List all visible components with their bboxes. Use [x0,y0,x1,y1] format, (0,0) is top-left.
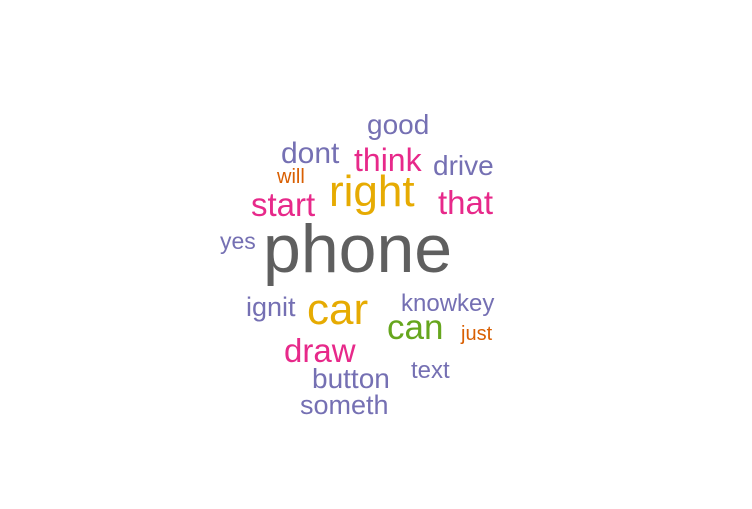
word-text: text [411,357,450,384]
word-draw: draw [284,332,356,369]
word-car: car [307,285,369,334]
word-ignit: ignit [246,292,296,322]
word-yes: yes [220,228,256,254]
word-drive: drive [433,150,494,181]
word-will: will [277,166,305,188]
word-dont: dont [281,137,340,170]
word-just: just [461,323,493,345]
word-can: can [387,308,444,347]
word-good: good [367,109,430,140]
word-think: think [354,142,422,178]
word-knowkey: knowkey [401,290,495,317]
word-someth: someth [300,390,389,420]
word-right: right [329,167,415,216]
word-button: button [312,363,390,394]
word-phone: phone [263,211,453,287]
word-start: start [251,186,316,223]
word-that: that [438,184,494,221]
